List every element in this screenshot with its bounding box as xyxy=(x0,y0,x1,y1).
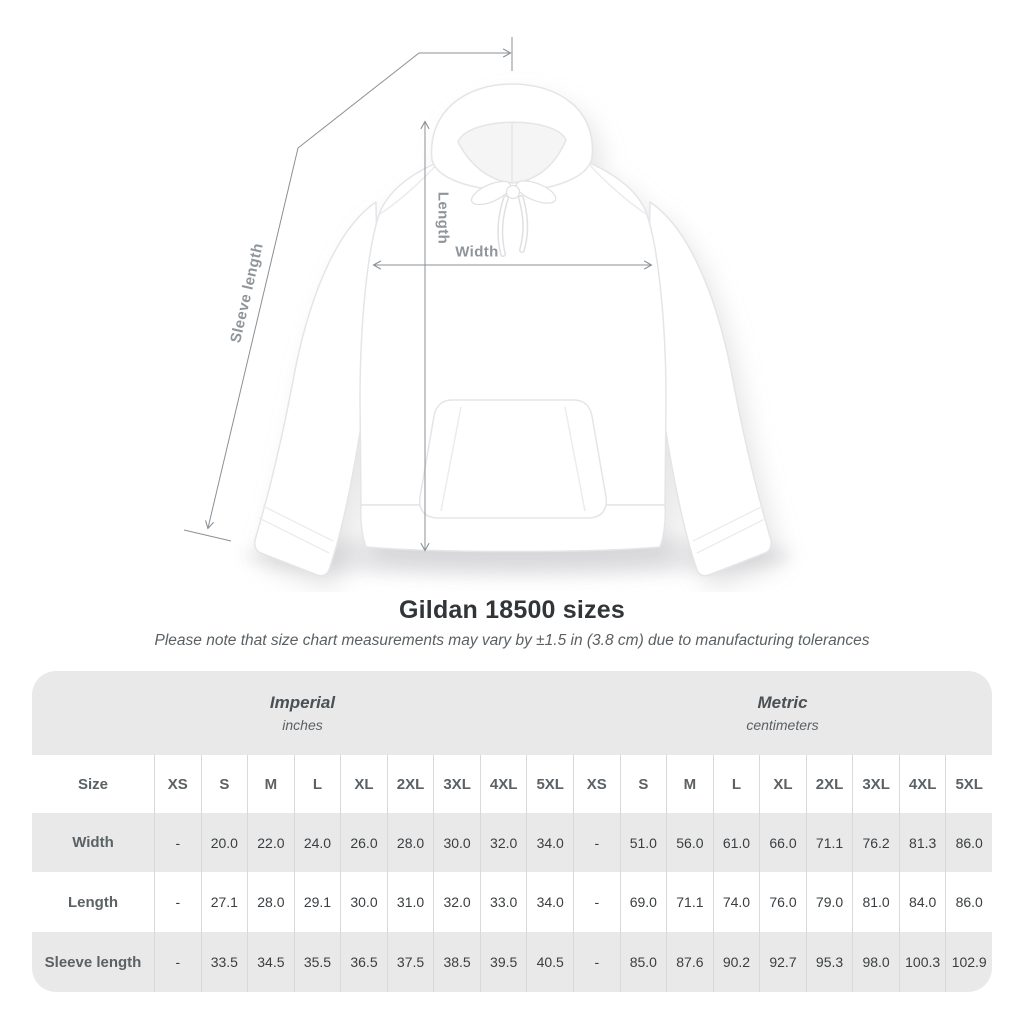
value-cell: 84.0 xyxy=(898,872,946,932)
tolerance-note: Please note that size chart measurements… xyxy=(154,632,870,649)
unit-header-metric: Metric centimeters xyxy=(573,671,992,755)
size-header-cell: 2XL xyxy=(805,755,853,813)
value-cell: 27.1 xyxy=(200,872,248,932)
value-cell: 34.0 xyxy=(526,813,573,872)
value-cell: 22.0 xyxy=(247,813,294,872)
sleeve-length-label: Sleeve length xyxy=(227,241,266,344)
value-cell: 29.1 xyxy=(293,872,341,932)
value-cell: 30.0 xyxy=(433,813,480,872)
size-header-cell: 4XL xyxy=(898,755,946,813)
value-cell: 31.0 xyxy=(386,872,434,932)
value-cell: 95.3 xyxy=(805,932,853,992)
sleeve-length-arrow xyxy=(205,48,512,530)
page-title: Gildan 18500 sizes xyxy=(399,596,625,624)
size-header-cell: 5XL xyxy=(526,755,573,813)
value-cell: 87.6 xyxy=(666,932,713,992)
value-cell: 81.0 xyxy=(852,872,899,932)
sleeve-length-end-tick xyxy=(183,529,232,542)
value-cell: 79.0 xyxy=(805,872,853,932)
value-cell: 36.5 xyxy=(340,932,387,992)
hoodie-size-diagram: Width Length Sleeve length xyxy=(183,37,793,577)
title-block: Gildan 18500 sizes Please note that size… xyxy=(0,596,1024,650)
value-cell: 71.1 xyxy=(805,813,853,872)
row-label: Width xyxy=(32,813,154,872)
value-cell: 30.0 xyxy=(340,872,387,932)
hoodie-graphic xyxy=(254,83,772,577)
unit-title: Imperial xyxy=(269,693,336,712)
value-cell: 24.0 xyxy=(293,813,341,872)
hoodie-right-sleeve xyxy=(648,201,772,577)
row-label: Length xyxy=(32,872,154,932)
value-cell: 34.0 xyxy=(526,872,573,932)
unit-subtitle: inches xyxy=(282,717,323,733)
value-cell: 56.0 xyxy=(666,813,713,872)
size-header-cell: 4XL xyxy=(479,755,527,813)
value-cell: 26.0 xyxy=(340,813,387,872)
size-header-cell: XL xyxy=(759,755,806,813)
size-header-cell: 3XL xyxy=(433,755,480,813)
value-cell: 69.0 xyxy=(619,872,667,932)
value-cell: 86.0 xyxy=(945,872,992,932)
value-cell: - xyxy=(573,813,620,872)
value-cell: 76.2 xyxy=(852,813,899,872)
unit-subtitle: centimeters xyxy=(746,717,819,733)
value-cell: - xyxy=(573,932,620,992)
seam-line xyxy=(692,505,768,554)
value-cell: 37.5 xyxy=(386,932,434,992)
value-cell: 92.7 xyxy=(759,932,806,992)
row-label: Sleeve length xyxy=(32,932,154,992)
size-header-cell: S xyxy=(200,755,248,813)
value-cell: 39.5 xyxy=(479,932,527,992)
value-cell: 86.0 xyxy=(945,813,992,872)
value-cell: 81.3 xyxy=(898,813,946,872)
value-cell: 32.0 xyxy=(479,813,527,872)
value-cell: 34.5 xyxy=(247,932,294,992)
value-cell: 20.0 xyxy=(200,813,248,872)
size-header-cell: 2XL xyxy=(386,755,434,813)
measurement-annotations xyxy=(183,37,653,552)
value-cell: 71.1 xyxy=(666,872,713,932)
unit-title: Metric xyxy=(757,693,808,712)
value-cell: 35.5 xyxy=(293,932,341,992)
length-label: Length xyxy=(435,192,452,244)
size-header-cell: M xyxy=(247,755,294,813)
size-chart-table: Imperial inches Metric centimeters Size … xyxy=(32,671,992,992)
value-cell: - xyxy=(573,872,620,932)
value-cell: 74.0 xyxy=(712,872,760,932)
size-header-cell: 5XL xyxy=(945,755,992,813)
size-header-cell: L xyxy=(712,755,760,813)
value-cell: 28.0 xyxy=(386,813,434,872)
value-cell: 61.0 xyxy=(712,813,760,872)
value-cell: 38.5 xyxy=(433,932,480,992)
value-cell: 66.0 xyxy=(759,813,806,872)
value-cell: - xyxy=(154,813,201,872)
value-cell: 51.0 xyxy=(619,813,667,872)
hoodie-left-sleeve xyxy=(254,201,378,577)
unit-header-imperial: Imperial inches xyxy=(32,671,573,755)
value-cell: - xyxy=(154,872,201,932)
value-cell: 76.0 xyxy=(759,872,806,932)
value-cell: 100.3 xyxy=(898,932,946,992)
size-header-cell: M xyxy=(666,755,713,813)
hoodie-pocket xyxy=(418,399,608,519)
value-cell: 85.0 xyxy=(619,932,667,992)
size-header-cell: S xyxy=(619,755,667,813)
size-header-cell: XS xyxy=(573,755,620,813)
value-cell: 33.0 xyxy=(479,872,527,932)
value-cell: 28.0 xyxy=(247,872,294,932)
value-cell: 98.0 xyxy=(852,932,899,992)
size-header-cell: 3XL xyxy=(852,755,899,813)
value-cell: 33.5 xyxy=(200,932,248,992)
size-header-cell: XS xyxy=(154,755,201,813)
size-header-cell: XL xyxy=(340,755,387,813)
value-cell: 102.9 xyxy=(945,932,992,992)
value-cell: 90.2 xyxy=(712,932,760,992)
size-header-cell: L xyxy=(293,755,341,813)
value-cell: 40.5 xyxy=(526,932,573,992)
value-cell: 32.0 xyxy=(433,872,480,932)
width-label: Width xyxy=(455,244,499,261)
column-header-size: Size xyxy=(32,755,154,813)
value-cell: - xyxy=(154,932,201,992)
